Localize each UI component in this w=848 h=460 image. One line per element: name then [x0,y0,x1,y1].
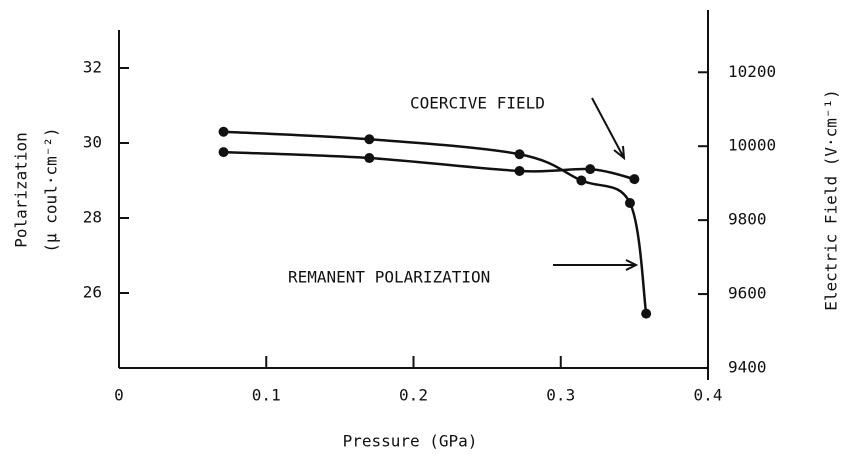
data-point [641,308,652,319]
data-point [514,165,525,176]
arrow [553,259,639,271]
x-tick-label: 0.3 [546,386,575,405]
x-tick-label: 0.4 [694,386,723,405]
y2-axis-label: Electric Field (V·cm⁻¹) [822,89,841,311]
y-tick-label: 30 [83,133,102,152]
data-point [629,174,640,185]
data-point [218,126,229,137]
y-tick-label: 32 [83,58,102,77]
y2-tick-label: 9400 [728,358,767,377]
data-point [585,164,596,175]
x-tick-label: 0 [114,386,124,405]
y-axis-label: (μ coul·cm⁻²) [42,127,61,252]
y2-tick-label: 9600 [728,284,767,303]
data-point [576,175,587,186]
y-tick-label: 26 [83,283,102,302]
arrow [591,97,626,161]
annotation: REMANENT POLARIZATION [288,268,490,287]
x-axis-label: Pressure (GPa) [343,432,478,451]
annotation: COERCIVE FIELD [410,94,545,113]
x-tick-label: 0.2 [399,386,428,405]
series-line [223,130,648,314]
y2-tick-label: 9800 [728,210,767,229]
x-tick-label: 0.1 [252,386,281,405]
data-point [218,147,229,158]
data-point [514,149,525,160]
y2-tick-label: 10000 [728,136,776,155]
y2-tick-label: 10200 [728,62,776,81]
data-point [364,153,375,164]
data-point [364,134,375,145]
y-tick-label: 28 [83,208,102,227]
y-axis-label: Polarization [12,132,31,248]
data-point [624,198,635,208]
